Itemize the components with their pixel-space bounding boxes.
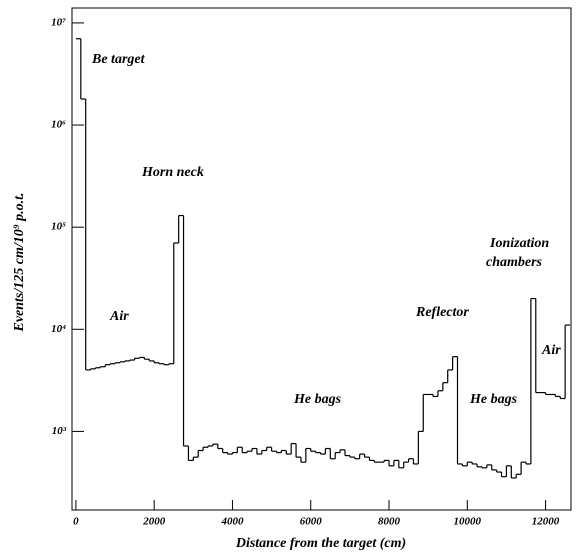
x-axis-title: Distance from the target (cm): [235, 536, 406, 551]
x-tick-label: 0: [73, 516, 79, 528]
y-tick-label: 10³: [52, 425, 67, 437]
x-tick-label: 8000: [378, 516, 401, 528]
annotation: Be target: [91, 52, 146, 67]
annotation: Reflector: [415, 305, 469, 320]
annotation: chambers: [486, 255, 543, 270]
y-tick-label: 10⁶: [51, 119, 66, 131]
x-tick-label: 10000: [454, 516, 482, 528]
x-tick-label: 2000: [142, 516, 166, 528]
annotation: Air: [109, 309, 129, 324]
y-tick-label: 10⁴: [51, 323, 66, 335]
y-tick-label: 10⁵: [51, 221, 66, 233]
annotation: Horn neck: [141, 165, 204, 180]
y-tick-label: 10⁷: [51, 16, 66, 28]
annotation: Air: [541, 343, 561, 358]
y-axis-title: Events/125 cm/10⁹ p.o.t.: [12, 192, 27, 332]
plot-frame: [71, 7, 572, 511]
annotation: Ionization: [489, 236, 549, 251]
x-tick-label: 6000: [300, 516, 323, 528]
annotation: He bags: [469, 392, 518, 407]
annotation: He bags: [293, 392, 342, 407]
x-tick-label: 12000: [532, 516, 560, 528]
x-tick-label: 4000: [220, 516, 244, 528]
